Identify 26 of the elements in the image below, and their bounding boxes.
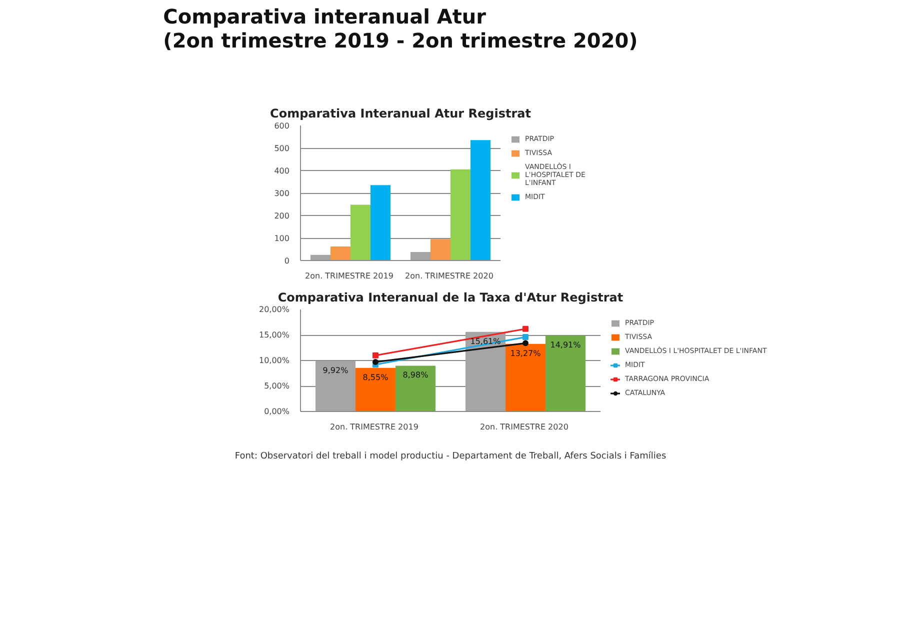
text: Comparativa interanual Atur (2on trimestre 2019 - 2on trimestre 2020) bbox=[163, 4, 638, 52]
y-tick-label: 20,00% bbox=[258, 305, 290, 314]
text: Font: Observatori del treball i model productiu - Departament de Treball, Afers Socials i Famílies bbox=[234, 450, 666, 462]
y-tick-label: 200 bbox=[274, 212, 290, 220]
y-tick-label: 0 bbox=[284, 256, 290, 266]
data-label: 15,61% bbox=[470, 336, 502, 346]
data-label: 8,55% bbox=[362, 372, 389, 382]
y-tick-label: 600 bbox=[274, 122, 290, 130]
y-tick-label: 15,00% bbox=[258, 330, 290, 340]
data-label: 9,92% bbox=[322, 366, 349, 375]
y-tick-label: 500 bbox=[274, 144, 290, 153]
data-label: 8,98% bbox=[402, 370, 429, 380]
data-label: 13,27% bbox=[510, 348, 542, 358]
chart-title: Comparativa Interanual Atur Registrat bbox=[270, 106, 532, 120]
y-tick-label: 300 bbox=[274, 189, 290, 198]
x-tick-label: 2on. TRIMESTRE 2020 bbox=[405, 272, 494, 280]
x-tick-label: 2on. TRIMESTRE 2019 bbox=[305, 272, 394, 280]
x-tick-label: 2on. TRIMESTRE 2019 bbox=[330, 422, 418, 432]
y-tick-label: 400 bbox=[274, 166, 290, 176]
x-tick-label: 2on. TRIMESTRE 2020 bbox=[480, 422, 568, 432]
chart-title: Comparativa Interanual de la Taxa d'Atur Registrat bbox=[278, 290, 624, 304]
y-tick-label: 10,00% bbox=[258, 356, 290, 365]
data-label: 14,91% bbox=[550, 340, 582, 350]
y-tick-label: 5,00% bbox=[264, 382, 290, 390]
y-tick-label: 0,00% bbox=[264, 407, 290, 416]
y-tick-label: 100 bbox=[274, 234, 290, 243]
